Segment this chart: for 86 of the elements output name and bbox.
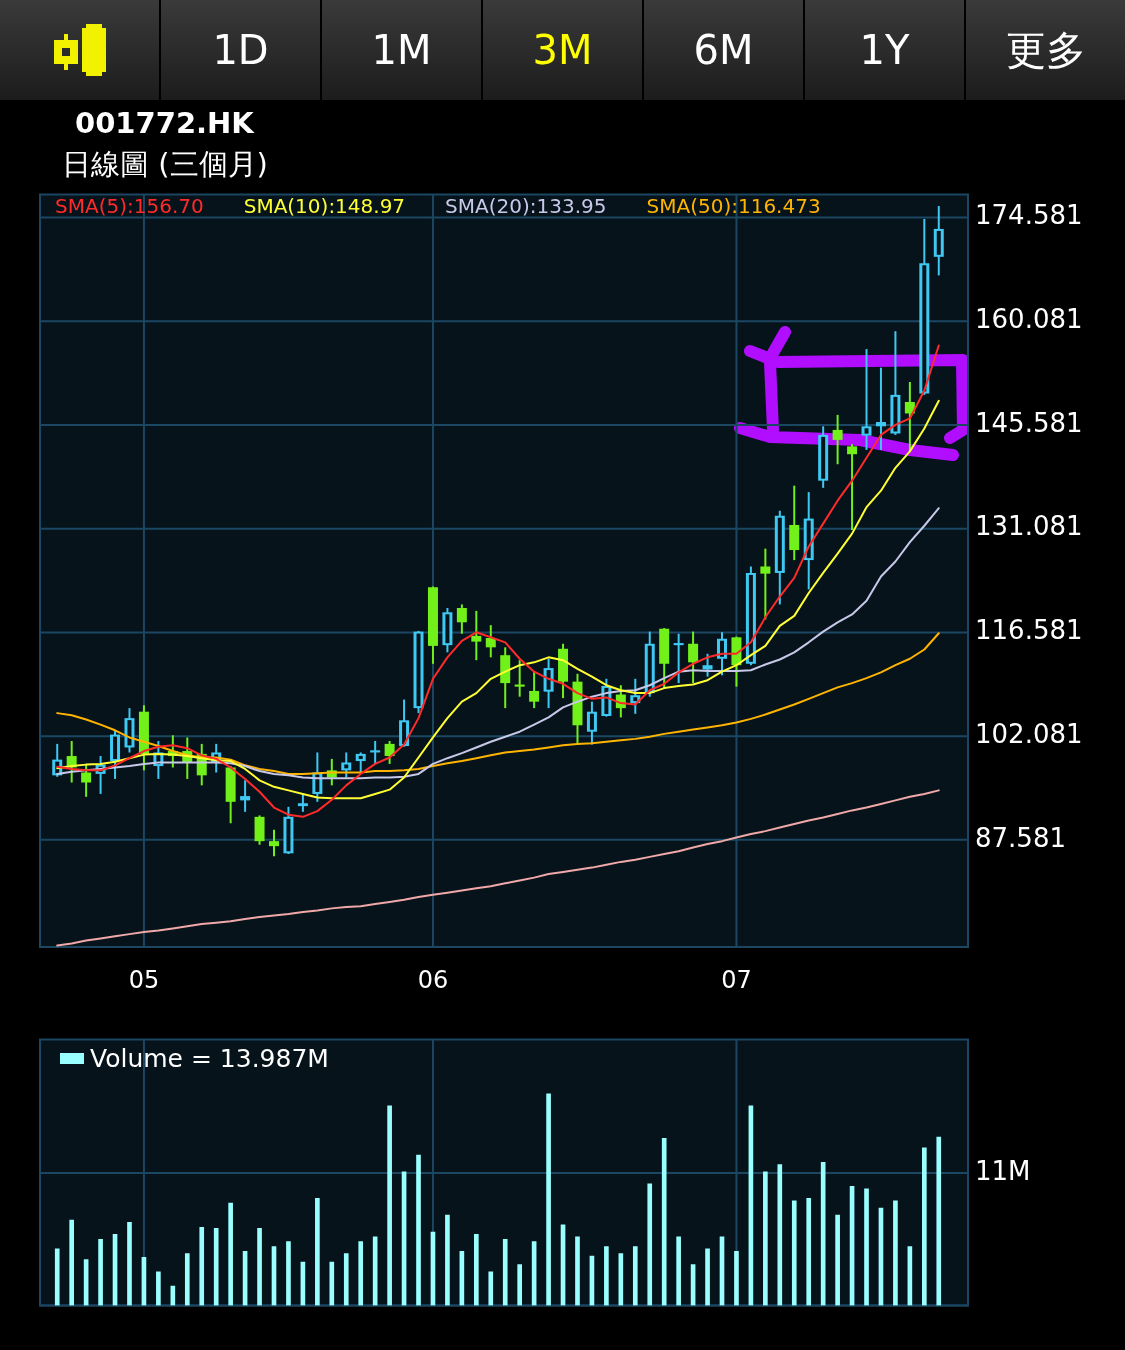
bar bbox=[184, 1253, 190, 1306]
x-tick-label: 05 bbox=[128, 965, 160, 994]
candlestick bbox=[688, 630, 699, 685]
tab-button: 1D bbox=[161, 0, 320, 100]
candlestick bbox=[399, 698, 410, 748]
candlestick bbox=[456, 603, 467, 635]
bar bbox=[98, 1238, 103, 1306]
candlestick bbox=[269, 828, 279, 858]
tab-button: 更多 bbox=[966, 0, 1125, 100]
bar bbox=[54, 1248, 60, 1306]
bar bbox=[661, 1137, 667, 1306]
x-tick-label: 07 bbox=[721, 965, 752, 994]
bar bbox=[213, 1228, 219, 1306]
bar bbox=[777, 1164, 783, 1306]
bar bbox=[604, 1246, 609, 1306]
candlestick bbox=[384, 740, 395, 765]
candlestick bbox=[341, 751, 352, 779]
y-tick-label: 102.081 bbox=[975, 718, 1083, 749]
tab-button: 1Y bbox=[805, 0, 964, 100]
candlestick bbox=[110, 730, 121, 780]
bar bbox=[517, 1264, 523, 1306]
bar bbox=[257, 1228, 262, 1306]
x-tick-label: 06 bbox=[417, 965, 449, 994]
bar bbox=[286, 1241, 291, 1306]
text: SMA(5):156.70 bbox=[55, 193, 204, 218]
bar bbox=[156, 1271, 161, 1306]
text: SMA(10):148.97 bbox=[243, 193, 406, 218]
tab-button: 3M bbox=[483, 0, 642, 100]
candlestick bbox=[673, 632, 684, 685]
y-tick-label: 160.081 bbox=[975, 304, 1083, 335]
bar bbox=[445, 1214, 450, 1306]
y-tick-label: 116.581 bbox=[975, 615, 1083, 646]
y-tick-label: 145.581 bbox=[975, 407, 1083, 438]
candlestick bbox=[861, 348, 872, 451]
y-tick-label: 174.581 bbox=[975, 200, 1083, 231]
candlestick bbox=[586, 700, 597, 746]
bar bbox=[705, 1248, 710, 1306]
bar bbox=[488, 1271, 494, 1306]
tab-button: 6M bbox=[644, 0, 803, 100]
text: SMA(50):116.473 bbox=[646, 193, 821, 218]
candlestick bbox=[240, 779, 251, 813]
bar bbox=[893, 1200, 898, 1306]
bar bbox=[647, 1183, 653, 1306]
bar bbox=[127, 1222, 132, 1306]
y-tick-label: 11M bbox=[975, 1155, 1031, 1186]
bar bbox=[734, 1250, 739, 1306]
candlestick bbox=[702, 652, 713, 678]
bar bbox=[632, 1246, 638, 1306]
candlestick bbox=[370, 740, 381, 765]
candlestick bbox=[875, 366, 886, 451]
bar bbox=[228, 1202, 233, 1306]
candlestick bbox=[630, 677, 641, 715]
bar bbox=[806, 1198, 812, 1306]
bar bbox=[315, 1198, 320, 1306]
bar bbox=[575, 1236, 580, 1306]
bar bbox=[936, 1136, 942, 1306]
candlestick bbox=[832, 413, 843, 466]
bar bbox=[791, 1200, 797, 1306]
candlestick bbox=[471, 609, 482, 662]
bar bbox=[387, 1105, 392, 1306]
bar bbox=[416, 1154, 421, 1306]
candlestick bbox=[529, 670, 540, 710]
text: SMA(20):133.95 bbox=[445, 193, 607, 218]
bar bbox=[921, 1147, 927, 1306]
y-tick-label: 87.581 bbox=[975, 822, 1066, 853]
bar bbox=[343, 1253, 349, 1306]
chart-subtitle: 日線圖 (三個月) bbox=[62, 146, 268, 182]
candlestick bbox=[847, 443, 858, 532]
tab-button: 1M bbox=[322, 0, 481, 100]
candlestick bbox=[543, 657, 554, 710]
bar bbox=[835, 1214, 840, 1306]
bar bbox=[69, 1219, 75, 1306]
candlestick bbox=[933, 205, 944, 277]
bar bbox=[546, 1093, 551, 1306]
candlestick bbox=[514, 659, 525, 698]
bar bbox=[763, 1171, 768, 1306]
bar bbox=[502, 1238, 508, 1306]
bar bbox=[676, 1236, 681, 1306]
bar bbox=[473, 1234, 479, 1306]
bar bbox=[864, 1188, 869, 1306]
y-tick-label: 131.081 bbox=[975, 511, 1083, 542]
chart-title: 001772.HK bbox=[75, 106, 254, 140]
bar bbox=[329, 1261, 335, 1306]
legend-label: Volume = 13.987M bbox=[90, 1043, 329, 1073]
bar bbox=[199, 1226, 205, 1306]
bar bbox=[358, 1241, 364, 1306]
